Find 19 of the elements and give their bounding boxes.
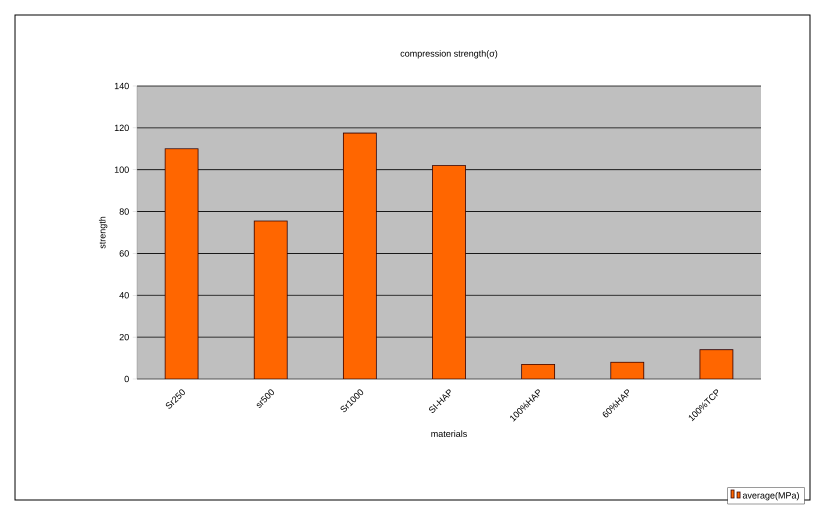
y-tick-label: 20 xyxy=(120,334,129,340)
y-axis-title: strength xyxy=(98,216,108,248)
y-tick-label: 40 xyxy=(119,292,129,298)
bar xyxy=(700,349,734,379)
y-tick-label: 120 xyxy=(114,124,129,132)
y-tick-label: 100 xyxy=(114,166,129,173)
y-tick-label: 140 xyxy=(114,82,129,90)
y-tick-label: 0 xyxy=(124,376,129,382)
y-tick-label: 80 xyxy=(120,208,129,215)
x-axis-title: materials xyxy=(431,430,467,437)
bar xyxy=(342,132,377,379)
bar xyxy=(610,362,644,379)
bar xyxy=(164,148,198,379)
chart-title: compression strength(σ) xyxy=(400,50,498,58)
bar xyxy=(432,165,466,379)
y-tick-label: 60 xyxy=(120,250,129,257)
legend-label: average(MPa) xyxy=(742,492,799,500)
bar xyxy=(254,220,288,379)
bar xyxy=(521,364,556,379)
